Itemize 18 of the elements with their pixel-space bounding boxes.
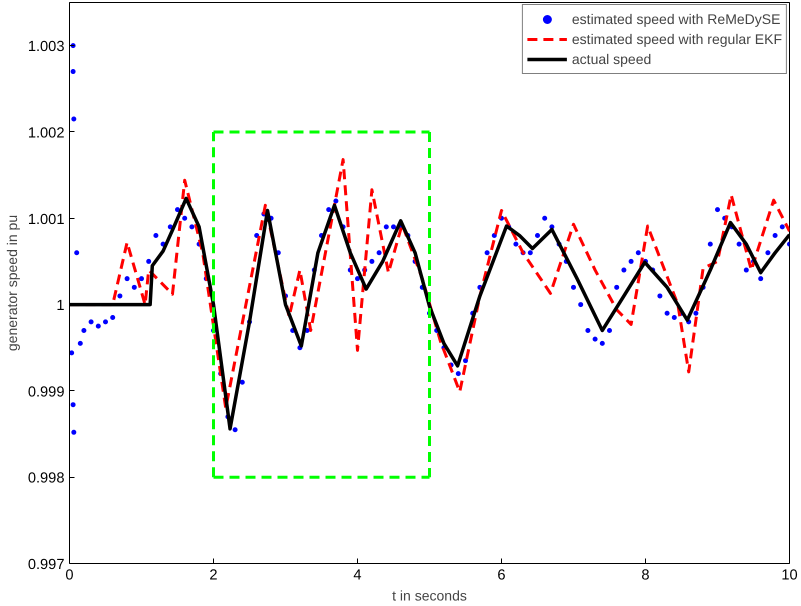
x-tick-label: 6 [497, 568, 506, 584]
x-tick-label: 2 [209, 568, 218, 584]
y-tick-label: 0.998 [28, 470, 65, 487]
x-axis-title: t in seconds [392, 588, 467, 604]
x-tick-label: 8 [641, 568, 650, 584]
legend-label: estimated speed with regular EKF [572, 31, 782, 47]
y-tick-label: 0.999 [28, 384, 65, 400]
legend-label: actual speed [572, 51, 652, 67]
x-tick-label: 0 [65, 568, 74, 584]
x-tick-label: 4 [353, 568, 362, 584]
y-tick-label: 1 [56, 298, 65, 314]
y-tick-label: 1.001 [28, 212, 65, 228]
x-tick-label: 10 [781, 568, 798, 584]
y-tick-label: 0.997 [28, 557, 65, 573]
legend-label: estimated speed with ReMeDySE [572, 11, 780, 27]
y-axis-title: generator speed in pu [4, 214, 20, 352]
y-tick-label: 1.003 [28, 39, 65, 56]
y-tick-label: 1.002 [28, 125, 65, 142]
